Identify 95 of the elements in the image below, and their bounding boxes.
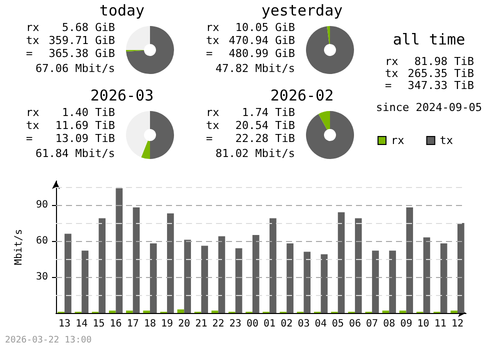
x-tick-label: 00 [246,318,258,330]
legend-label: rx [391,134,405,147]
chart-title: 2026-03 [90,86,154,104]
text: tx [26,119,40,132]
text: 5.68 GiB [62,21,116,34]
text: 359.71 GiB [48,34,116,47]
text: 470.94 GiB [228,34,296,47]
text: = [385,79,392,92]
bar [338,212,345,313]
text: tx [26,34,40,47]
chart-title: 2026-02 [270,86,334,104]
x-tick-label: 01 [264,318,276,330]
bar [98,218,106,313]
text: 61.84 Mbit/s [36,147,116,160]
text: 22.28 TiB [235,132,296,145]
text: = [206,47,213,60]
bar [252,235,260,313]
text: 13.09 TiB [55,132,116,145]
text: = [26,47,33,60]
bar [82,250,88,313]
x-tick-label: 20 [178,318,190,330]
bar [132,207,140,313]
x-tick-label: 22 [212,318,224,330]
x-tick-label: 10 [417,318,430,330]
y-tick-label: 60 [36,236,48,246]
text: 10.05 GiB [235,21,296,34]
bar [201,246,208,313]
x-tick-label: 06 [348,318,361,330]
x-tick-label: 13 [58,318,71,330]
y-tick-label: 30 [36,272,48,282]
bar [372,250,379,313]
bar [235,248,242,313]
bar [286,243,294,313]
text: 1.40 TiB [62,106,116,119]
x-tick-label: 17 [126,318,139,330]
text: rx [26,21,40,34]
text: 480.99 GiB [228,47,296,60]
text: rx [206,106,220,119]
x-tick-label: 09 [400,318,412,330]
y-axis-title: Mbit/s [14,228,24,266]
text: = [26,132,33,145]
text: all time [392,30,466,48]
x-tick-label: 03 [298,318,310,330]
text: 365.38 GiB [48,47,116,60]
text: 347.33 TiB [408,79,474,92]
text: 1.74 TiB [242,106,296,119]
x-tick-label: 12 [451,318,464,330]
y-tick-label: 90 [36,200,48,210]
x-tick-label: 23 [229,318,242,330]
bar [320,254,328,313]
x-tick-label: 07 [366,318,378,330]
text: tx [206,119,220,132]
x-tick-label: 08 [383,318,396,330]
bar [150,243,157,313]
bar [389,250,396,313]
x-tick-label: 05 [332,318,344,330]
x-tick-label: 11 [434,318,446,330]
bar [177,309,184,313]
x-tick-label: 14 [76,318,88,330]
x-tick-label: 16 [110,318,122,330]
bar [167,213,174,313]
x-tick-label: 04 [314,318,327,330]
bar [270,218,276,313]
bar [406,207,414,313]
x-tick-label: 02 [280,318,293,330]
text: tx [206,34,220,47]
bar [218,236,226,313]
text: tx [385,67,399,80]
x-tick-label: 18 [144,318,156,330]
bar [423,237,430,313]
bar [440,243,448,313]
chart-title: today [99,2,145,20]
x-tick-label: 19 [161,318,174,330]
bar [116,188,123,313]
text: 47.82 Mbit/s [216,62,296,75]
chart-title: yesterday [261,2,343,20]
text: 81.02 Mbit/s [216,147,296,160]
text: rx [26,106,40,119]
text: 67.06 Mbit/s [36,62,116,75]
bar [304,252,311,313]
bar [184,240,191,313]
legend-label: tx [440,134,454,147]
text: = [206,132,213,145]
text: 20.54 TiB [235,119,296,132]
text: rx [206,21,220,34]
text: 2026-03-22 13:00 [5,336,92,346]
x-tick-label: 15 [92,318,105,330]
text: rx [385,55,399,68]
text: 11.69 TiB [55,119,116,132]
text: 81.98 TiB [414,55,474,68]
bar [354,218,362,313]
bar [64,234,72,313]
text: since 2024-09-05 [376,101,482,114]
text: 265.35 TiB [408,67,474,80]
x-tick-label: 21 [195,318,208,330]
